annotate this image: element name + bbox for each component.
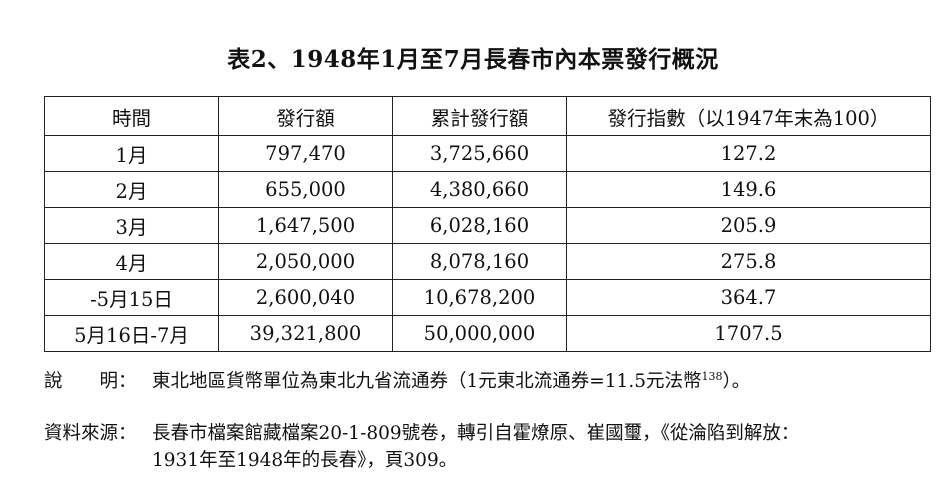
table-cell: 149.6 bbox=[566, 171, 931, 208]
table-cell: 3月 bbox=[44, 207, 219, 244]
table-cell: 6,028,160 bbox=[392, 207, 567, 244]
table-cell: 797,470 bbox=[218, 135, 393, 172]
table-cell: 127.2 bbox=[566, 135, 931, 172]
table-cell: 364.7 bbox=[566, 279, 931, 316]
table-row: 3月 1,647,500 6,028,160 205.9 bbox=[44, 207, 931, 244]
explanation-label: 說 明： bbox=[44, 371, 137, 392]
source-text-line2: 1931年至1948年的長春》，頁309。 bbox=[152, 450, 458, 471]
source-text-line1: 長春市檔案館藏檔案20-1-809號卷，轉引自霍燎原、崔國璽，《從淪陷到解放： bbox=[152, 423, 800, 444]
table-cell: 1,647,500 bbox=[218, 207, 393, 244]
table-cell: 3,725,660 bbox=[392, 135, 567, 172]
table-cell: 39,321,800 bbox=[218, 315, 393, 352]
source-label: 資料來源： bbox=[44, 423, 137, 444]
explanation-text: 東北地區貨幣單位為東北九省流通券（1元東北流通券=11.5元法幣 bbox=[152, 371, 702, 392]
table-row: 1月 797,470 3,725,660 127.2 bbox=[44, 135, 931, 172]
table-cell: 50,000,000 bbox=[392, 315, 567, 352]
table-cell: 205.9 bbox=[566, 207, 931, 244]
table-cell: 2,600,040 bbox=[218, 279, 393, 316]
header-cell: 時間 bbox=[44, 96, 219, 136]
table-row: 5月16日-7月 39,321,800 50,000,000 1707.5 bbox=[44, 315, 931, 352]
table-row: -5月15日 2,600,040 10,678,200 364.7 bbox=[44, 279, 931, 316]
table-row: 4月 2,050,000 8,078,160 275.8 bbox=[44, 243, 931, 280]
table-cell: 1月 bbox=[44, 135, 219, 172]
header-cell: 發行指數（以1947年末為100） bbox=[566, 96, 931, 136]
header-cell: 累計發行額 bbox=[392, 96, 567, 136]
table-cell: 4,380,660 bbox=[392, 171, 567, 208]
table-cell: 275.8 bbox=[566, 243, 931, 280]
explanation-end: ）。 bbox=[722, 371, 751, 392]
table-cell: 1707.5 bbox=[566, 315, 931, 352]
table-cell: 2,050,000 bbox=[218, 243, 393, 280]
source-note: 資料來源： 長春市檔案館藏檔案20-1-809號卷，轉引自霍燎原、崔國璽，《從淪陷… bbox=[44, 420, 799, 474]
header-row: 時間 發行額 累計發行額 發行指數（以1947年末為100） bbox=[44, 96, 931, 136]
table-cell: 655,000 bbox=[218, 171, 393, 208]
table-cell: 4月 bbox=[44, 243, 219, 280]
header-cell: 發行額 bbox=[218, 96, 393, 136]
table-cell: 2月 bbox=[44, 171, 219, 208]
table-cell: -5月15日 bbox=[44, 279, 219, 316]
table-title: 表2、1948年1月至7月長春市內本票發行概況 bbox=[227, 46, 719, 73]
footnote-ref: 138 bbox=[701, 369, 723, 383]
data-table: 時間 發行額 累計發行額 發行指數（以1947年末為100） 1月 797,47… bbox=[44, 96, 931, 352]
table-cell: 8,078,160 bbox=[392, 243, 567, 280]
explanation-note: 說 明： 東北地區貨幣單位為東北九省流通券（1元東北流通券=11.5元法幣138）… bbox=[44, 368, 750, 395]
table-row: 2月 655,000 4,380,660 149.6 bbox=[44, 171, 931, 208]
table-cell: 5月16日-7月 bbox=[44, 315, 219, 352]
table-cell: 10,678,200 bbox=[392, 279, 567, 316]
